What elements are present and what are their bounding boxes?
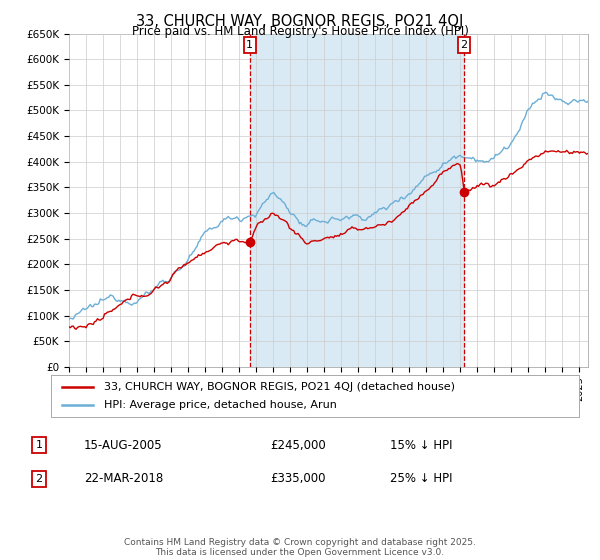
Text: 15% ↓ HPI: 15% ↓ HPI — [390, 438, 452, 452]
Text: 1: 1 — [246, 40, 253, 50]
Text: Price paid vs. HM Land Registry's House Price Index (HPI): Price paid vs. HM Land Registry's House … — [131, 25, 469, 38]
Text: 33, CHURCH WAY, BOGNOR REGIS, PO21 4QJ (detached house): 33, CHURCH WAY, BOGNOR REGIS, PO21 4QJ (… — [104, 382, 455, 392]
Text: 2: 2 — [461, 40, 467, 50]
Text: 15-AUG-2005: 15-AUG-2005 — [84, 438, 163, 452]
Text: 22-MAR-2018: 22-MAR-2018 — [84, 472, 163, 486]
Text: 25% ↓ HPI: 25% ↓ HPI — [390, 472, 452, 486]
Text: 1: 1 — [35, 440, 43, 450]
Text: £335,000: £335,000 — [270, 472, 325, 486]
Bar — [250, 34, 464, 367]
Text: Contains HM Land Registry data © Crown copyright and database right 2025.
This d: Contains HM Land Registry data © Crown c… — [124, 538, 476, 557]
Text: 2: 2 — [35, 474, 43, 484]
Text: £245,000: £245,000 — [270, 438, 326, 452]
Text: HPI: Average price, detached house, Arun: HPI: Average price, detached house, Arun — [104, 400, 337, 410]
Text: 33, CHURCH WAY, BOGNOR REGIS, PO21 4QJ: 33, CHURCH WAY, BOGNOR REGIS, PO21 4QJ — [136, 14, 464, 29]
